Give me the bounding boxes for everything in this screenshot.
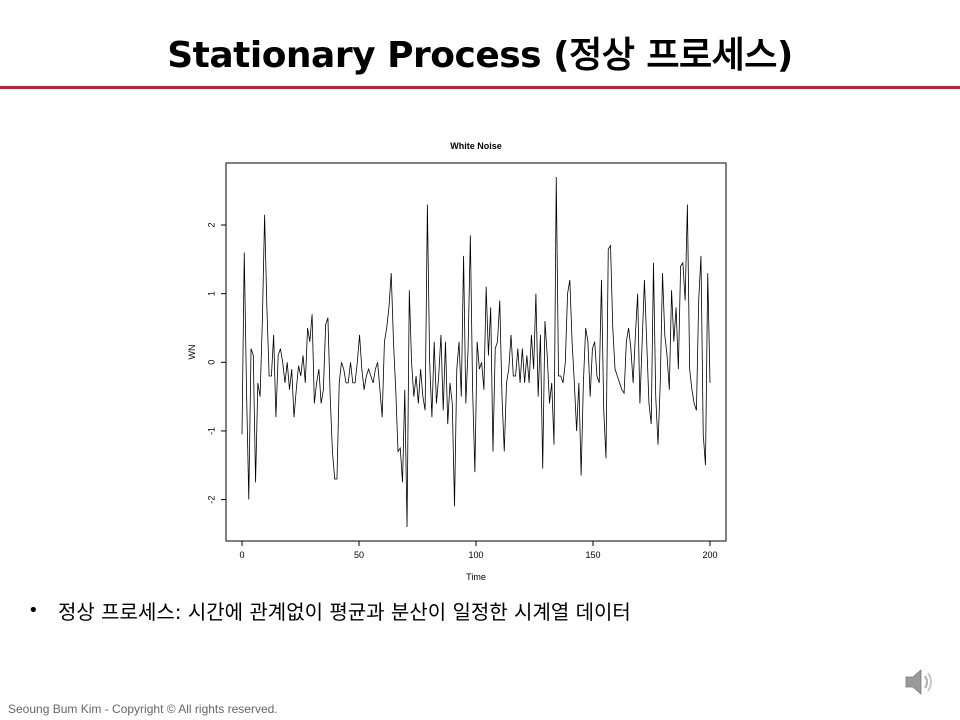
x-tick-label: 200 [702, 550, 717, 560]
chart-title: White Noise [450, 141, 502, 151]
x-axis: 0 50 100 150 200 [239, 540, 718, 560]
white-noise-chart: White Noise 0 50 100 150 200 -2 -1 0 1 2 Time WN [187, 141, 727, 582]
x-tick-label: 0 [239, 550, 244, 560]
footer-copyright: Seoung Bum Kim - Copyright © All rights … [8, 702, 278, 716]
series-line [241, 176, 711, 528]
bullet-point: • 정상 프로세스: 시간에 관계없이 평균과 분산이 일정한 시계열 데이터 [28, 596, 631, 625]
x-tick-label: 150 [585, 550, 600, 560]
plot-frame [225, 162, 727, 542]
y-tick-label: -1 [206, 427, 216, 435]
y-tick-label: -2 [206, 496, 216, 504]
x-tick-label: 100 [468, 550, 483, 560]
y-axis-label: WN [187, 345, 197, 360]
x-axis-label: Time [466, 572, 486, 582]
bullet-icon: • [28, 600, 39, 621]
y-tick-label: 0 [206, 360, 216, 365]
y-tick-label: 1 [206, 291, 216, 296]
y-tick-label: 2 [206, 223, 216, 228]
title-divider [0, 86, 960, 89]
slide-title: Stationary Process (정상 프로세스) [167, 35, 793, 76]
y-axis: -2 -1 0 1 2 [206, 223, 227, 504]
x-tick-label: 50 [354, 550, 364, 560]
bullet-text: 정상 프로세스: 시간에 관계없이 평균과 분산이 일정한 시계열 데이터 [58, 600, 631, 624]
speaker-icon[interactable] [902, 664, 938, 700]
